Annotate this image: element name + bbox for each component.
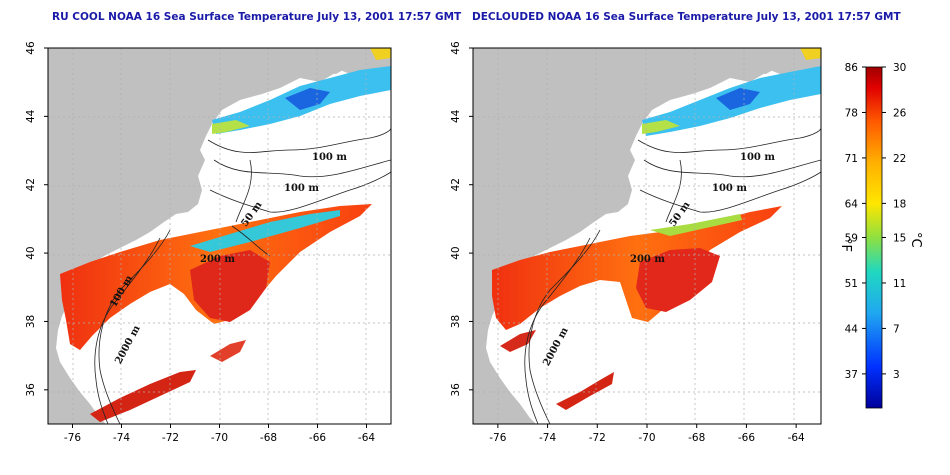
- contour-label: 100 m: [312, 152, 347, 163]
- left-panel-title: RU COOL NOAA 16 Sea Surface Temperature …: [52, 11, 462, 23]
- land-island: [48, 124, 64, 140]
- sst-warm-filament: [556, 372, 614, 410]
- contour-label: 200 m: [200, 254, 235, 265]
- contour-label: 200 m: [630, 254, 665, 265]
- celsius-tick-label: 15: [893, 233, 906, 245]
- sst-cool-band: [190, 210, 340, 252]
- contour-label: 100 m: [284, 183, 319, 194]
- x-tick-label: -72: [162, 432, 179, 444]
- x-tick-label: -76: [64, 432, 81, 444]
- sst-warm-filament: [210, 340, 246, 362]
- sst-warm-patch: [636, 248, 720, 312]
- land-mass: [473, 48, 821, 424]
- fahrenheit-tick-label: 71: [845, 153, 858, 165]
- sst-warm-patch: [492, 206, 782, 330]
- y-tick-label: 44: [25, 109, 37, 123]
- y-tick-label: 42: [25, 178, 37, 191]
- sst-small-patch: [370, 48, 391, 60]
- sst-cold-patch: [285, 88, 330, 110]
- right-panel-title: DECLOUDED NOAA 16 Sea Surface Temperatur…: [472, 11, 901, 23]
- celsius-tick-label: 18: [893, 198, 906, 210]
- colorbar: 30 86 26 78 22 71 18 64 15 59 11 51 7 44 3 37 °F °C: [838, 62, 923, 409]
- colorbar-scale: [865, 66, 883, 409]
- celsius-tick-label: 11: [893, 278, 906, 290]
- y-tick-label: 40: [450, 246, 462, 259]
- right-axis-ticks: -76 -74 -72 -70 -68 -66 -64 46 44 42 40 38 36: [450, 41, 805, 444]
- celsius-tick-label: 22: [893, 153, 906, 165]
- x-tick-label: -74: [113, 432, 130, 444]
- sst-cool-band: [650, 214, 742, 236]
- sst-warm-filament: [90, 370, 196, 422]
- fahrenheit-tick-label: 59: [845, 233, 858, 245]
- contour-label: 100 m: [740, 152, 775, 163]
- grid-lines: [473, 48, 821, 424]
- colorbar-ticks: 30 86 26 78 22 71 18 64 15 59 11 51 7 44 3 37: [845, 62, 907, 381]
- fahrenheit-tick-label: 86: [845, 62, 859, 74]
- x-tick-label: -68: [260, 432, 277, 444]
- fahrenheit-tick-label: 64: [845, 198, 859, 210]
- x-tick-label: -66: [738, 432, 755, 444]
- x-tick-label: -68: [688, 432, 705, 444]
- sst-cold-patch: [716, 88, 760, 110]
- celsius-unit-label: °C: [908, 232, 923, 248]
- contour-label: 100 m: [712, 183, 747, 194]
- fahrenheit-tick-label: 78: [845, 107, 858, 119]
- y-tick-label: 46: [450, 41, 462, 55]
- left-axis-ticks: -76 -74 -72 -70 -68 -66 -64 46 44 42 40 38 36: [25, 41, 375, 444]
- left-map: 100 m 100 m 50 m 200 m 100 m 2000 m -76-…: [25, 41, 392, 444]
- x-tick-label: -70: [211, 432, 228, 444]
- sst-mid-patch: [212, 120, 250, 134]
- bathymetry-contours: [94, 127, 391, 424]
- y-tick-label: 44: [450, 109, 462, 123]
- sst-warm-patch: [190, 250, 270, 322]
- y-tick-label: 38: [25, 315, 37, 328]
- fahrenheit-unit-label: °F: [838, 238, 853, 252]
- y-tick-label: 36: [25, 383, 37, 397]
- fahrenheit-tick-label: 51: [845, 278, 858, 290]
- celsius-tick-label: 26: [893, 107, 907, 119]
- land-island: [300, 58, 350, 74]
- grid-lines: [48, 48, 391, 424]
- celsius-tick-label: 3: [893, 369, 900, 381]
- y-tick-label: 38: [450, 315, 462, 328]
- x-tick-label: -64: [358, 432, 375, 444]
- y-tick-label: 46: [25, 41, 37, 55]
- y-tick-label: 36: [450, 383, 462, 397]
- x-tick-label: -66: [309, 432, 326, 444]
- x-tick-label: -70: [638, 432, 655, 444]
- land-island: [730, 58, 780, 74]
- y-tick-label: 40: [25, 246, 37, 259]
- sst-small-patch: [800, 48, 821, 60]
- celsius-tick-label: 30: [893, 62, 906, 74]
- x-tick-label: -76: [489, 432, 506, 444]
- sst-warm-filament: [500, 330, 536, 352]
- sst-mid-patch: [642, 120, 680, 134]
- fahrenheit-tick-label: 44: [845, 323, 859, 335]
- fahrenheit-tick-label: 37: [845, 369, 858, 381]
- celsius-tick-label: 7: [893, 323, 900, 335]
- y-tick-label: 42: [450, 178, 462, 191]
- right-map: 100 m 100 m 50 m 200 m 2000 m -76 -74 -72-…: [450, 41, 822, 444]
- bathymetry-contours: [524, 127, 821, 424]
- x-tick-label: -72: [589, 432, 606, 444]
- x-tick-label: -74: [539, 432, 556, 444]
- land-mass: [48, 48, 391, 424]
- x-tick-label: -64: [788, 432, 805, 444]
